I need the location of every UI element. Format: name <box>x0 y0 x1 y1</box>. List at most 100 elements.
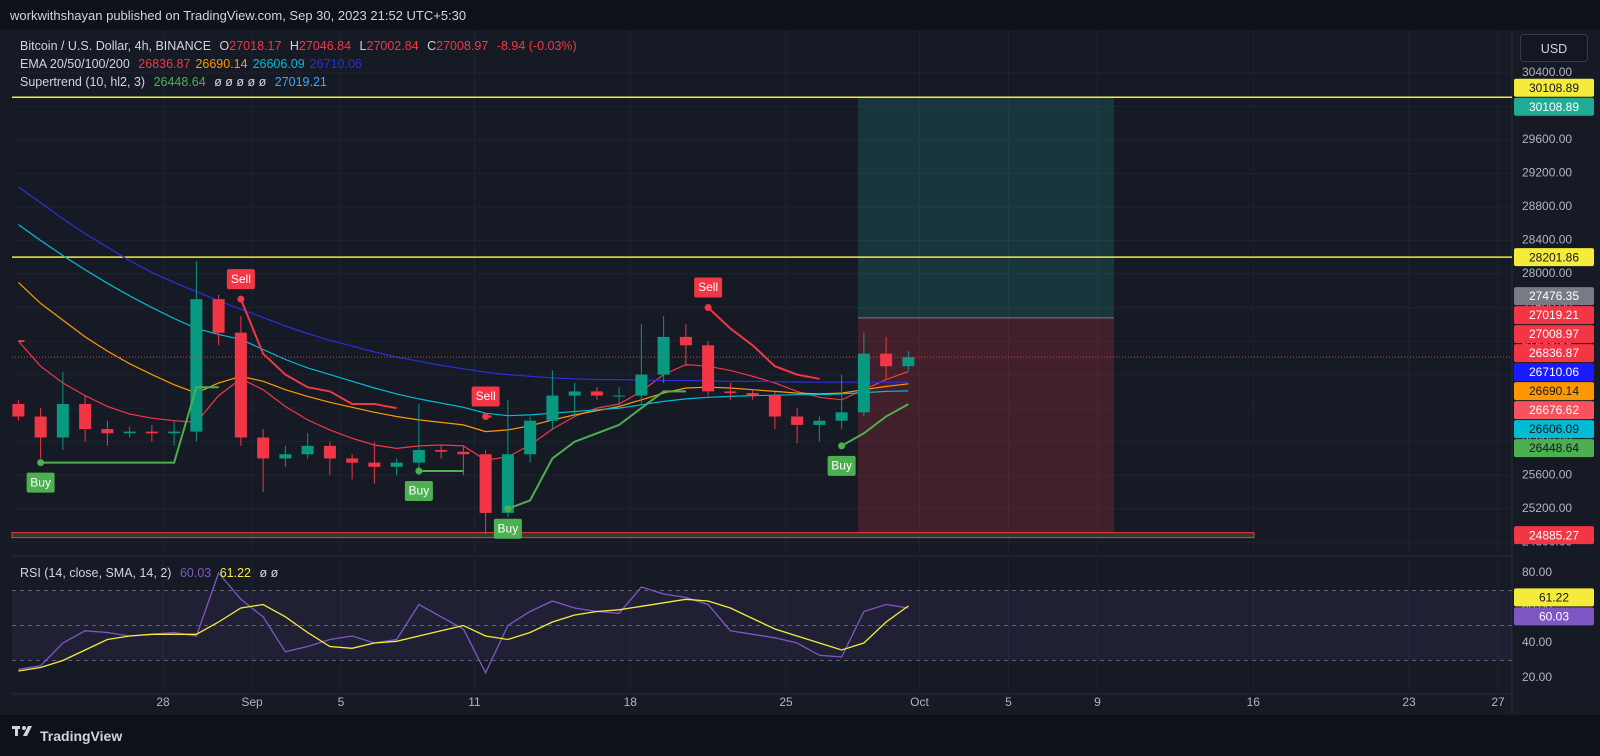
candle-body <box>546 395 559 421</box>
x-tick-label: 23 <box>1402 695 1416 709</box>
ohlc-value: 27018.17 <box>229 39 282 53</box>
signal-label: Sell <box>231 272 251 286</box>
x-tick-label: 11 <box>468 695 481 709</box>
signal-dot <box>838 442 846 450</box>
ohlc-value: 27008.97 <box>436 39 489 53</box>
supertrend-line <box>507 390 686 510</box>
price-label: 27476.35 <box>1529 289 1579 303</box>
candle-body <box>768 395 781 417</box>
x-tick-label: 5 <box>338 695 345 709</box>
candle-body <box>368 462 381 467</box>
y-tick-label: 40.00 <box>1522 635 1552 649</box>
indicator-value: 61.22 <box>219 566 251 580</box>
candle-body <box>279 454 292 459</box>
signal-label: Sell <box>476 389 496 403</box>
candle-body <box>457 451 470 455</box>
candle-body <box>435 450 448 452</box>
signal-badge <box>471 386 500 407</box>
currency-button[interactable]: USD <box>1520 34 1588 62</box>
placeholder: ø ø ø ø ø <box>214 75 267 89</box>
x-tick-label: 18 <box>624 695 638 709</box>
candle-body <box>168 431 181 434</box>
candle-body <box>346 458 359 463</box>
price-label: 26836.87 <box>1529 346 1579 360</box>
y-tick-label: 28000.00 <box>1522 266 1572 280</box>
candle-body <box>257 437 270 459</box>
candle-body <box>613 395 626 397</box>
price-label-box <box>1514 439 1594 458</box>
signal-dot <box>37 459 45 467</box>
signal-label: Buy <box>409 484 430 498</box>
ohlc-key: C <box>427 39 437 53</box>
price-label-box <box>1514 607 1594 626</box>
candle-body <box>857 353 870 413</box>
x-tick-label: 5 <box>1005 695 1012 709</box>
candle-body <box>791 416 804 425</box>
ohlc-value: 27002.84 <box>366 39 419 53</box>
x-tick-label: Oct <box>910 695 929 709</box>
supertrend-line <box>239 298 397 410</box>
stop-band <box>11 532 1255 539</box>
price-label: 28201.86 <box>1529 250 1579 264</box>
supertrend-legend: Supertrend (10, hl2, 3) 26448.64 ø ø ø ø… <box>20 75 332 89</box>
y-tick-label: 28400.00 <box>1522 233 1572 247</box>
signal-label: Buy <box>30 475 51 489</box>
candle-body <box>568 391 581 396</box>
candle-body <box>524 420 537 455</box>
symbol: Bitcoin / U.S. Dollar, 4h, BINANCE <box>20 39 212 53</box>
price-label: 60.03 <box>1539 610 1569 624</box>
ema-line <box>18 186 909 383</box>
y-tick-label: 25200.00 <box>1522 501 1572 515</box>
signal-dot <box>704 304 712 312</box>
price-label-box <box>1514 588 1594 607</box>
signal-badge <box>404 481 433 502</box>
candle-body <box>813 420 826 425</box>
candle-body <box>123 431 136 434</box>
rsi-line <box>18 598 909 672</box>
ohlc-value: 27046.84 <box>298 39 352 53</box>
price-label: 61.22 <box>1539 591 1569 605</box>
price-label: 30108.89 <box>1529 100 1579 114</box>
footer-brand: TradingView <box>40 728 123 744</box>
price-label-box <box>1514 526 1594 545</box>
candle-body <box>12 403 25 417</box>
price-label: 26676.62 <box>1529 403 1579 417</box>
x-tick-label: 16 <box>1247 695 1261 709</box>
candle-body <box>835 412 848 421</box>
indicator-value: 27019.21 <box>274 75 327 89</box>
x-tick-label: 27 <box>1491 695 1505 709</box>
candle-body <box>724 391 737 394</box>
y-tick-label: 20.00 <box>1522 670 1552 684</box>
signal-badge <box>827 455 856 476</box>
x-tick-label: Sep <box>241 695 263 709</box>
price-label-box <box>1514 78 1594 97</box>
signal-label: Buy <box>831 459 852 473</box>
signal-badge <box>493 518 522 539</box>
ema-line <box>17 281 909 433</box>
candle-body <box>635 374 648 396</box>
ema-legend: EMA 20/50/100/200 26836.87 26690.14 26606.… <box>20 57 367 71</box>
y-tick-label: 25600.00 <box>1522 467 1572 481</box>
indicator-name: EMA 20/50/100/200 <box>20 57 130 71</box>
indicator-value: 26448.64 <box>153 75 206 89</box>
signal-dot <box>482 413 490 421</box>
candle-body <box>590 391 603 396</box>
signal-badge <box>26 472 55 493</box>
price-label: 27019.21 <box>1529 308 1579 322</box>
signal-badge <box>694 277 723 298</box>
change: -8.94 (-0.03%) <box>496 39 577 53</box>
price-label-box <box>1514 306 1594 325</box>
rsi-legend: RSI (14, close, SMA, 14, 2) 60.03 61.22 … <box>20 566 283 580</box>
ohlc-key: H <box>289 39 299 53</box>
price-label: 27008.97 <box>1529 327 1579 341</box>
candle-body <box>145 431 158 434</box>
price-label-box <box>1514 287 1594 306</box>
candle-body <box>190 299 203 432</box>
price-label-box <box>1514 344 1594 363</box>
price-label-box <box>1514 382 1594 401</box>
candle-body <box>657 336 670 375</box>
profit-zone <box>858 97 1114 318</box>
loss-zone <box>858 317 1114 536</box>
